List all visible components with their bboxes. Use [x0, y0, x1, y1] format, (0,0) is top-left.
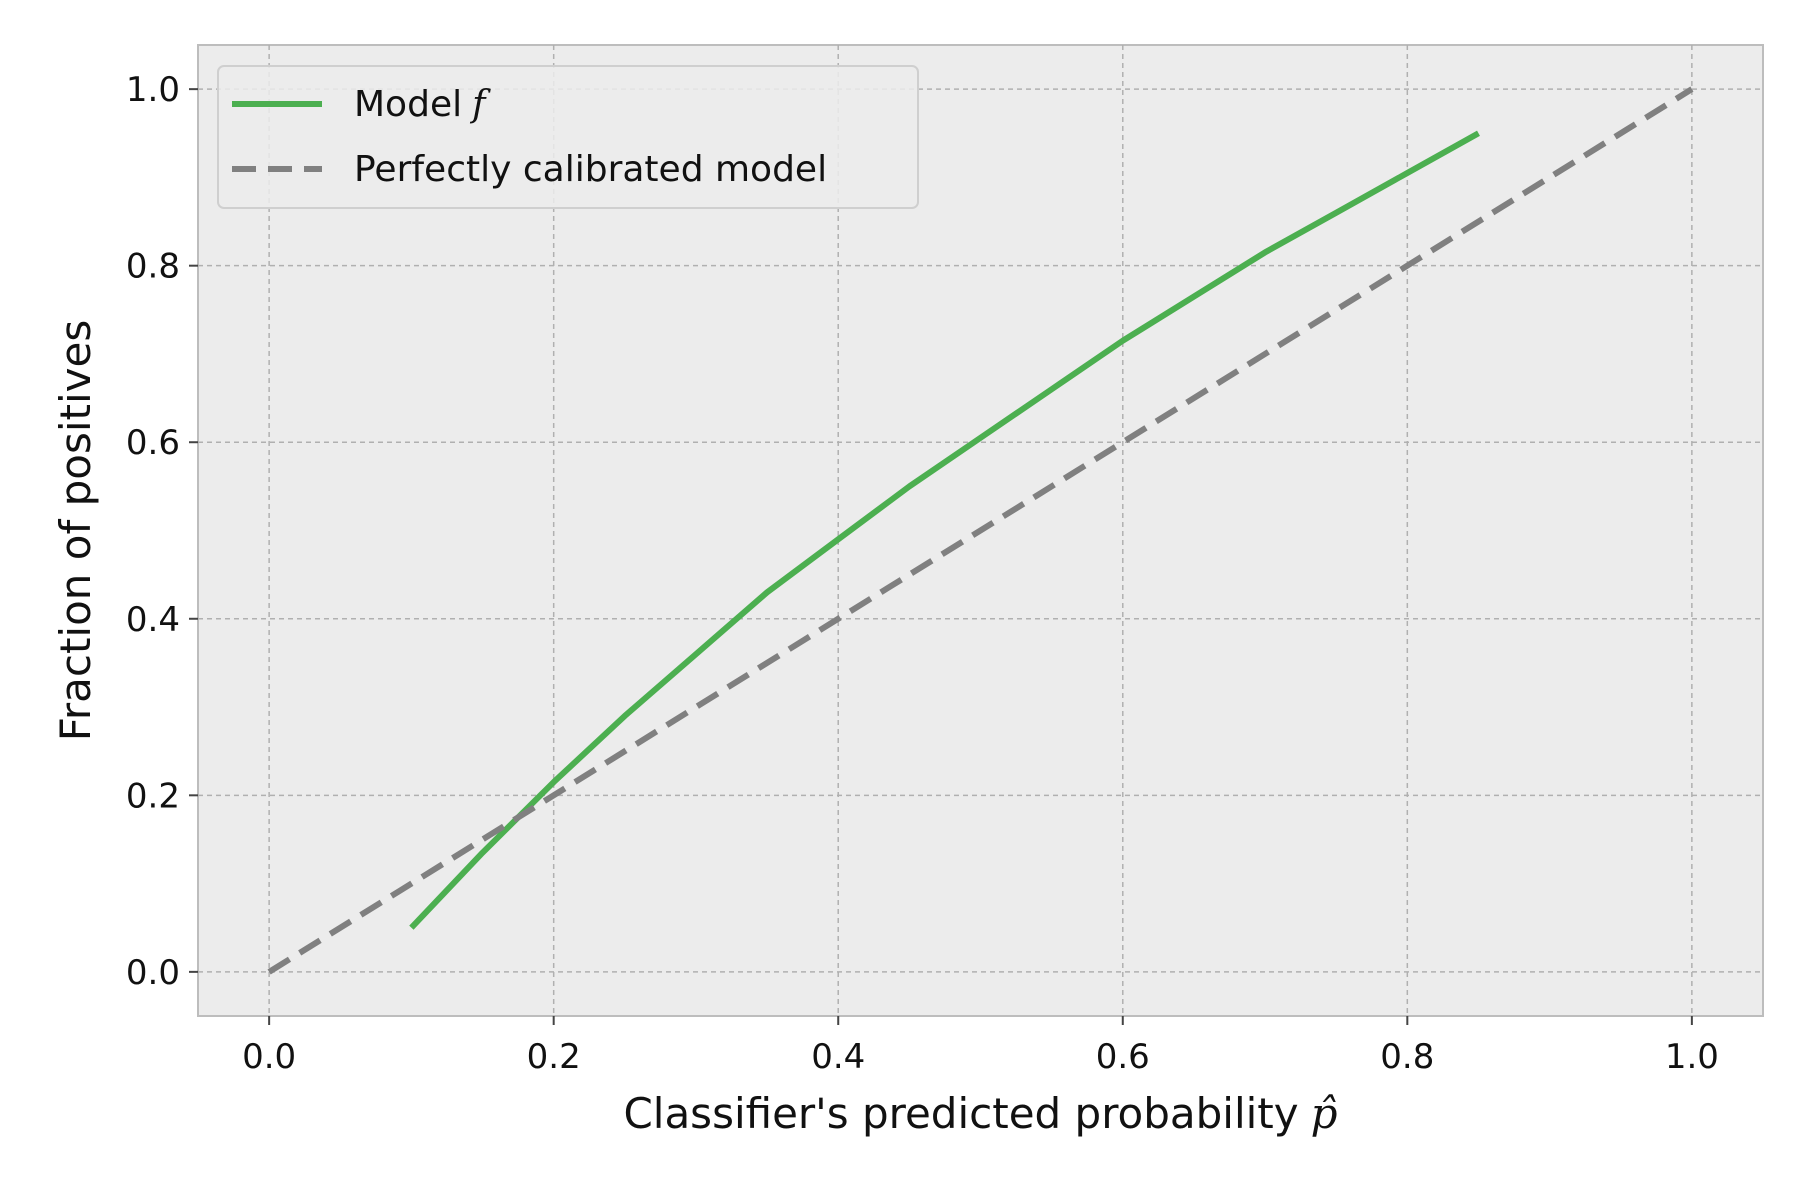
legend: Model f Perfectly calibrated model: [217, 65, 919, 209]
y-tick-label: 0.8: [126, 247, 180, 287]
series-lines: [267, 86, 1694, 975]
y-axis: 0.0 0.2 0.4 0.6 0.8 1.0: [126, 70, 198, 993]
y-tick-label: 1.0: [126, 70, 180, 110]
y-tick-label: 0.0: [126, 953, 180, 993]
y-tick-label: 0.2: [126, 776, 180, 816]
x-tick-label: 0.0: [242, 1037, 296, 1077]
x-axis-label: Classifier's predicted probability p̂: [623, 1089, 1337, 1138]
x-axis: 0.0 0.2 0.4 0.6 0.8 1.0: [242, 1016, 1719, 1077]
x-tick-label: 0.4: [811, 1037, 865, 1077]
legend-label-model-name: Model: [354, 84, 462, 125]
model-f-line: [409, 130, 1480, 930]
x-tick-label: 0.6: [1096, 1037, 1150, 1077]
x-tick-label: 1.0: [1665, 1037, 1719, 1077]
y-tick-label: 0.4: [126, 600, 180, 640]
perfectly-calibrated-line: [267, 86, 1694, 975]
x-tick-label: 0.2: [527, 1037, 581, 1077]
x-tick-label: 0.8: [1380, 1037, 1434, 1077]
x-axis-label-text: Classifier's predicted probability: [623, 1089, 1298, 1138]
legend-label-calibrated: Perfectly calibrated model: [354, 149, 827, 190]
y-axis-label: Fraction of positives: [51, 320, 100, 741]
legend-box: [217, 65, 919, 209]
legend-label-model: Model f: [354, 84, 491, 125]
y-tick-label: 0.6: [126, 423, 180, 463]
x-axis-label-math: p̂: [1311, 1089, 1338, 1138]
